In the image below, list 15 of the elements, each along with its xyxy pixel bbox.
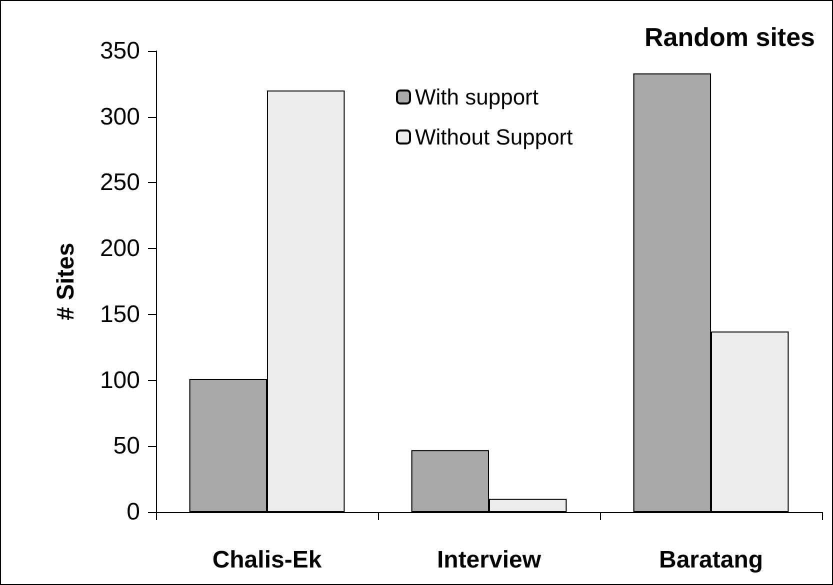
x-tick-label: Baratang: [658, 546, 764, 574]
legend-label: With support: [415, 84, 538, 110]
legend-label: Without Support: [415, 124, 573, 150]
y-tick-label: 150: [100, 300, 140, 328]
chart-title: Random sites: [644, 22, 816, 52]
y-tick-label: 200: [100, 235, 140, 262]
x-tick-label: Interview: [436, 546, 542, 574]
y-tick-label: 250: [100, 169, 140, 196]
x-tick-label: Chalis-Ek: [212, 546, 322, 574]
y-tick-label: 350: [100, 38, 140, 64]
y-tick-label: 300: [100, 103, 140, 130]
y-tick-label: 100: [100, 366, 140, 394]
y-axis-title: # Sites: [52, 242, 80, 320]
y-tick-label: 50: [113, 432, 140, 460]
y-tick-label: 0: [126, 498, 140, 526]
